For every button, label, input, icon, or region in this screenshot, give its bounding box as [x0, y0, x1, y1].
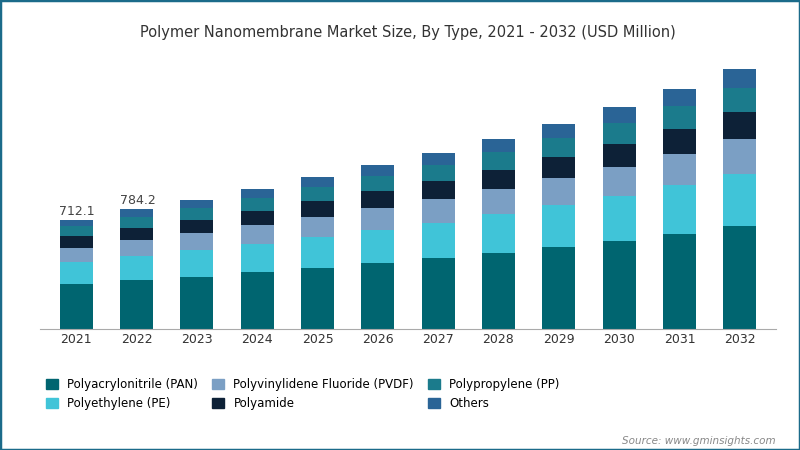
Bar [422, 181, 454, 199]
Bar [241, 198, 274, 211]
Bar [422, 258, 454, 328]
Bar [120, 217, 153, 228]
Bar [120, 228, 153, 240]
Bar [120, 209, 153, 217]
Bar [482, 189, 515, 215]
Bar [602, 196, 636, 241]
Bar [301, 201, 334, 217]
Bar [542, 247, 575, 328]
Bar [362, 176, 394, 191]
Bar [362, 263, 394, 328]
Bar [301, 217, 334, 237]
Bar [241, 225, 274, 243]
Bar [120, 240, 153, 256]
Bar [120, 280, 153, 328]
Text: 784.2: 784.2 [120, 194, 155, 207]
Text: 712.1: 712.1 [59, 205, 95, 218]
Title: Polymer Nanomembrane Market Size, By Type, 2021 - 2032 (USD Million): Polymer Nanomembrane Market Size, By Typ… [140, 25, 676, 40]
Bar [180, 234, 214, 250]
Bar [241, 189, 274, 198]
Bar [422, 153, 454, 165]
Bar [542, 124, 575, 138]
Bar [482, 152, 515, 170]
Bar [482, 139, 515, 152]
Bar [602, 123, 636, 144]
Bar [422, 222, 454, 258]
Bar [663, 234, 696, 328]
Bar [723, 140, 756, 174]
Bar [482, 215, 515, 253]
Bar [120, 256, 153, 280]
Bar [180, 277, 214, 328]
Bar [542, 157, 575, 178]
Bar [301, 237, 334, 267]
Bar [542, 178, 575, 205]
Bar [60, 220, 93, 226]
Bar [663, 129, 696, 154]
Bar [723, 69, 756, 88]
Bar [663, 154, 696, 185]
Bar [180, 200, 214, 208]
Bar [542, 138, 575, 157]
Bar [60, 262, 93, 284]
Bar [301, 187, 334, 201]
Bar [482, 170, 515, 189]
Bar [482, 253, 515, 328]
Bar [180, 220, 214, 234]
Bar [723, 226, 756, 328]
Legend: Polyacrylonitrile (PAN), Polyethylene (PE), Polyvinylidene Fluoride (PVDF), Poly: Polyacrylonitrile (PAN), Polyethylene (P… [46, 378, 560, 410]
Bar [60, 236, 93, 248]
Bar [422, 199, 454, 222]
Bar [362, 230, 394, 263]
Bar [663, 90, 696, 107]
Bar [180, 250, 214, 277]
Bar [723, 112, 756, 140]
Bar [362, 191, 394, 208]
Bar [602, 241, 636, 328]
Bar [663, 185, 696, 234]
Bar [602, 144, 636, 166]
Bar [60, 284, 93, 328]
Bar [723, 174, 756, 226]
Bar [301, 177, 334, 187]
Bar [362, 208, 394, 230]
Bar [602, 166, 636, 196]
Bar [362, 165, 394, 176]
Bar [301, 267, 334, 328]
Bar [542, 205, 575, 247]
Bar [422, 165, 454, 181]
Bar [241, 211, 274, 225]
Bar [241, 272, 274, 328]
Bar [180, 208, 214, 220]
Bar [723, 88, 756, 112]
Bar [60, 226, 93, 236]
Bar [602, 108, 636, 123]
Bar [60, 248, 93, 262]
Text: Source: www.gminsights.com: Source: www.gminsights.com [622, 436, 776, 446]
Bar [663, 107, 696, 129]
Bar [241, 243, 274, 272]
